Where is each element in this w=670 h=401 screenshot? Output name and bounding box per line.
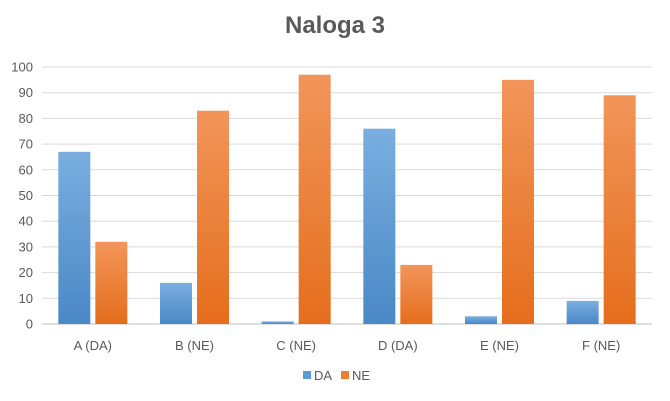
y-tick-label: 10	[19, 291, 33, 306]
legend: DA NE	[303, 368, 370, 383]
legend-label-da: DA	[314, 368, 332, 383]
y-tick-label: 40	[19, 214, 33, 229]
x-axis: A (DA) B (NE) C (NE) D (DA) E (NE) F (NE)	[74, 338, 621, 353]
bar-ne	[95, 241, 128, 324]
bar-ne	[197, 110, 229, 324]
y-tick-label: 100	[11, 60, 33, 75]
bars	[58, 74, 636, 325]
y-tick-label: 90	[19, 85, 33, 100]
x-tick-label: E (NE)	[480, 338, 519, 353]
bar-da	[261, 321, 294, 324]
y-tick-label: 60	[19, 162, 33, 177]
x-tick-label: D (DA)	[378, 338, 418, 353]
y-tick-label: 0	[26, 317, 33, 332]
x-tick-label: C (NE)	[276, 338, 316, 353]
y-tick-label: 50	[19, 188, 33, 203]
x-tick-label: B (NE)	[175, 338, 214, 353]
bar-da	[160, 282, 192, 324]
x-tick-label: A (DA)	[74, 338, 112, 353]
bar-da	[465, 316, 497, 324]
legend-label-ne: NE	[352, 368, 370, 383]
legend-swatch-da	[303, 371, 311, 379]
chart-title: Naloga 3	[284, 12, 386, 39]
y-tick-label: 80	[19, 111, 33, 126]
y-tick-label: 20	[19, 265, 33, 280]
bar-ne	[298, 74, 331, 325]
x-tick-label: F (NE)	[582, 338, 620, 353]
y-axis: 0 10 20 30 40 50 60 70 80 90 100	[11, 60, 33, 332]
y-tick-label: 30	[19, 239, 33, 254]
bar-ne	[603, 95, 636, 325]
legend-swatch-ne	[341, 371, 349, 379]
bar-ne	[400, 264, 433, 324]
bar-da	[566, 300, 599, 324]
bar-da	[58, 151, 91, 324]
y-tick-label: 70	[19, 137, 33, 152]
bar-ne	[502, 79, 534, 324]
gridlines	[42, 66, 652, 325]
bar-da	[363, 128, 396, 324]
